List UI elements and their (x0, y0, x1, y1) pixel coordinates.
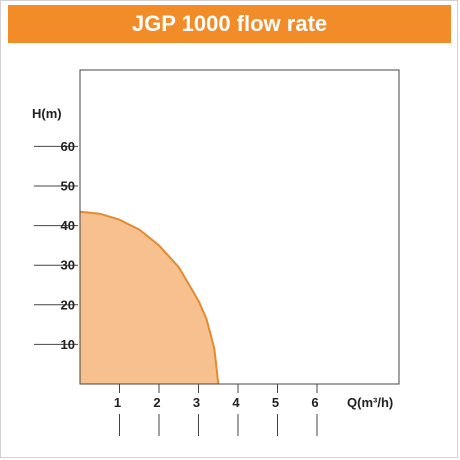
x-axis-label: Q(m³/h) (347, 395, 393, 410)
y-tick-label-30: 30 (61, 258, 75, 273)
x-tick-label-4: 4 (232, 395, 240, 410)
series-area-0 (80, 211, 219, 384)
tick-layer: 10 20 30 40 50 60 1 2 3 4 5 6 (34, 139, 319, 436)
area-layer (79, 210, 220, 385)
series-line-0 (79, 210, 220, 385)
x-tick-label-6: 6 (311, 395, 318, 410)
y-tick-label-20: 20 (61, 297, 75, 312)
y-tick-label-60: 60 (61, 139, 75, 154)
axis-layer (79, 69, 400, 385)
x-tick-label-1: 1 (114, 395, 121, 410)
x-tick-label-5: 5 (272, 395, 279, 410)
y-tick-label-10: 10 (61, 337, 75, 352)
y-tick-label-40: 40 (61, 218, 75, 233)
chart-title: JGP 1000 flow rate (8, 5, 451, 43)
y-axis-label: H(m) (32, 106, 62, 121)
y-tick-label-50: 50 (61, 179, 75, 194)
x-tick-label-2: 2 (153, 395, 160, 410)
plot-border (79, 69, 400, 385)
x-tick-label-3: 3 (193, 395, 200, 410)
